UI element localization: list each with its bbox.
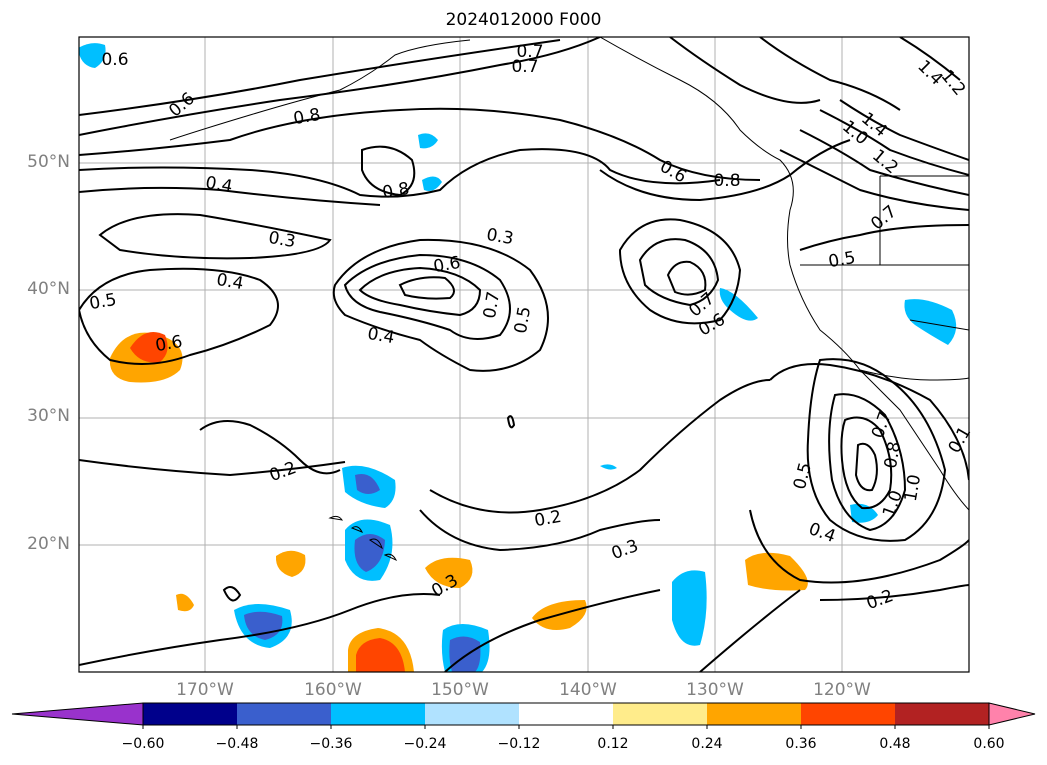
colorbar-frame [142,702,990,726]
contour-label: 0.4 [215,270,245,294]
contour-label: 0.8 [713,171,740,191]
negative-anomaly [600,464,617,470]
negative-anomaly [244,611,283,640]
colorbar-swatch [707,703,801,725]
colorbar-tick-label: 0.12 [597,736,629,752]
map-area [79,37,969,672]
coastlines [169,37,969,562]
colorbar-swatch [895,703,989,725]
colorbar-tick-label: 0.48 [879,736,911,752]
lat-label-20n: 20°N [27,534,70,554]
contour-label: 0.6 [432,253,462,277]
contour-label: 1.0 [901,473,925,503]
contour-label: 0.8 [381,179,411,203]
negative-anomaly [449,636,481,672]
colorbar-tick-label: −0.24 [403,736,447,752]
colorbar-swatch [519,703,613,725]
colorbar [11,702,1036,729]
contour-label: 0.8 [292,105,322,129]
contour-label: 0.4 [366,324,396,348]
negative-anomaly [79,43,106,68]
map-title: 2024012000 F000 [445,10,602,30]
positive-anomaly [425,557,473,588]
colorbar-swatch [143,703,237,725]
lat-label-50n: 50°N [27,152,70,172]
negative-anomaly [904,299,957,345]
colorbar-tick-label: −0.12 [497,736,541,752]
colorbar-tick-label: 0.60 [973,736,1005,752]
positive-anomaly [356,638,405,672]
contour-label: 0.5 [88,290,118,314]
colorbar-swatch [331,703,425,725]
contour-label: 0.5 [511,305,535,335]
positive-anomaly [745,552,808,591]
negative-anomaly [355,474,380,494]
contour-label: 0.5 [827,248,857,272]
contour-label: 0.2 [533,507,563,531]
colorbar-tick-label: −0.48 [215,736,259,752]
lat-label-30n: 30°N [27,406,70,426]
positive-anomaly [176,593,194,612]
map-frame [78,36,970,673]
contour-label: 0.3 [267,228,297,252]
colorbar-tick-label: −0.60 [121,736,165,752]
positive-anomaly [130,331,168,363]
contour-label: 0.6 [154,332,184,356]
lon-label-130w: 130°W [686,680,744,700]
negative-anomaly [672,570,707,646]
negative-anomaly [418,133,438,149]
contour-label: 0.4 [204,173,234,197]
contour-label: 0.6 [101,50,128,70]
colorbar-tick-label: 0.24 [691,736,723,752]
colorbar-tick-label: −0.36 [309,736,353,752]
contour-label: 0.7 [516,42,543,62]
colorbar-swatch [613,703,707,725]
negative-anomaly [422,176,442,191]
colorbar-swatch [237,703,331,725]
contour-label: 0.8 [881,440,905,470]
contour-lines [79,37,969,672]
colorbar-swatch [801,703,895,725]
negative-anomaly [354,534,385,572]
lon-label-170w: 170°W [176,680,234,700]
negative-anomaly [719,288,758,321]
contour-label: 0.3 [485,225,515,249]
lon-label-160w: 160°W [304,680,362,700]
lat-label-40n: 40°N [27,279,70,299]
lon-label-140w: 140°W [559,680,617,700]
contour-label: 0.7 [511,57,538,77]
lon-label-150w: 150°W [431,680,489,700]
colorbar-swatch [425,703,519,725]
lon-label-120w: 120°W [813,680,871,700]
colorbar-tick-label: 0.36 [785,736,817,752]
positive-anomaly [275,550,306,577]
colorbar-extend-low [11,702,144,726]
contour-label: 0.7 [480,290,504,320]
colorbar-extend-high [988,702,1036,726]
